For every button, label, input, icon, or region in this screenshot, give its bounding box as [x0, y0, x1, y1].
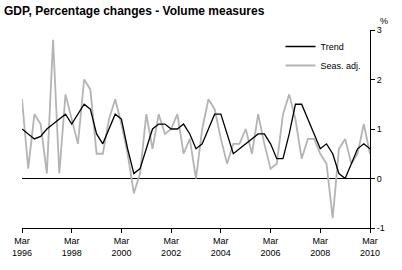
svg-text:0: 0	[377, 174, 382, 184]
svg-text:2: 2	[377, 75, 382, 85]
svg-text:Mar1996: Mar1996	[12, 236, 32, 258]
svg-text:%: %	[380, 16, 388, 26]
svg-text:Mar2006: Mar2006	[261, 236, 281, 258]
svg-text:Mar2008: Mar2008	[310, 236, 330, 258]
svg-text:Mar2004: Mar2004	[211, 236, 231, 258]
svg-text:Mar2010: Mar2010	[360, 236, 380, 258]
svg-text:1: 1	[377, 124, 382, 134]
svg-text:GDP, Percentage changes - Volu: GDP, Percentage changes - Volume measure…	[4, 4, 265, 18]
svg-text:Mar2000: Mar2000	[111, 236, 131, 258]
svg-text:3: 3	[377, 25, 382, 35]
svg-text:Seas. adj.: Seas. adj.	[321, 61, 361, 71]
svg-text:Trend: Trend	[321, 42, 344, 52]
svg-text:-1: -1	[377, 223, 385, 233]
svg-text:Mar1998: Mar1998	[62, 236, 82, 258]
svg-text:Mar2002: Mar2002	[161, 236, 181, 258]
